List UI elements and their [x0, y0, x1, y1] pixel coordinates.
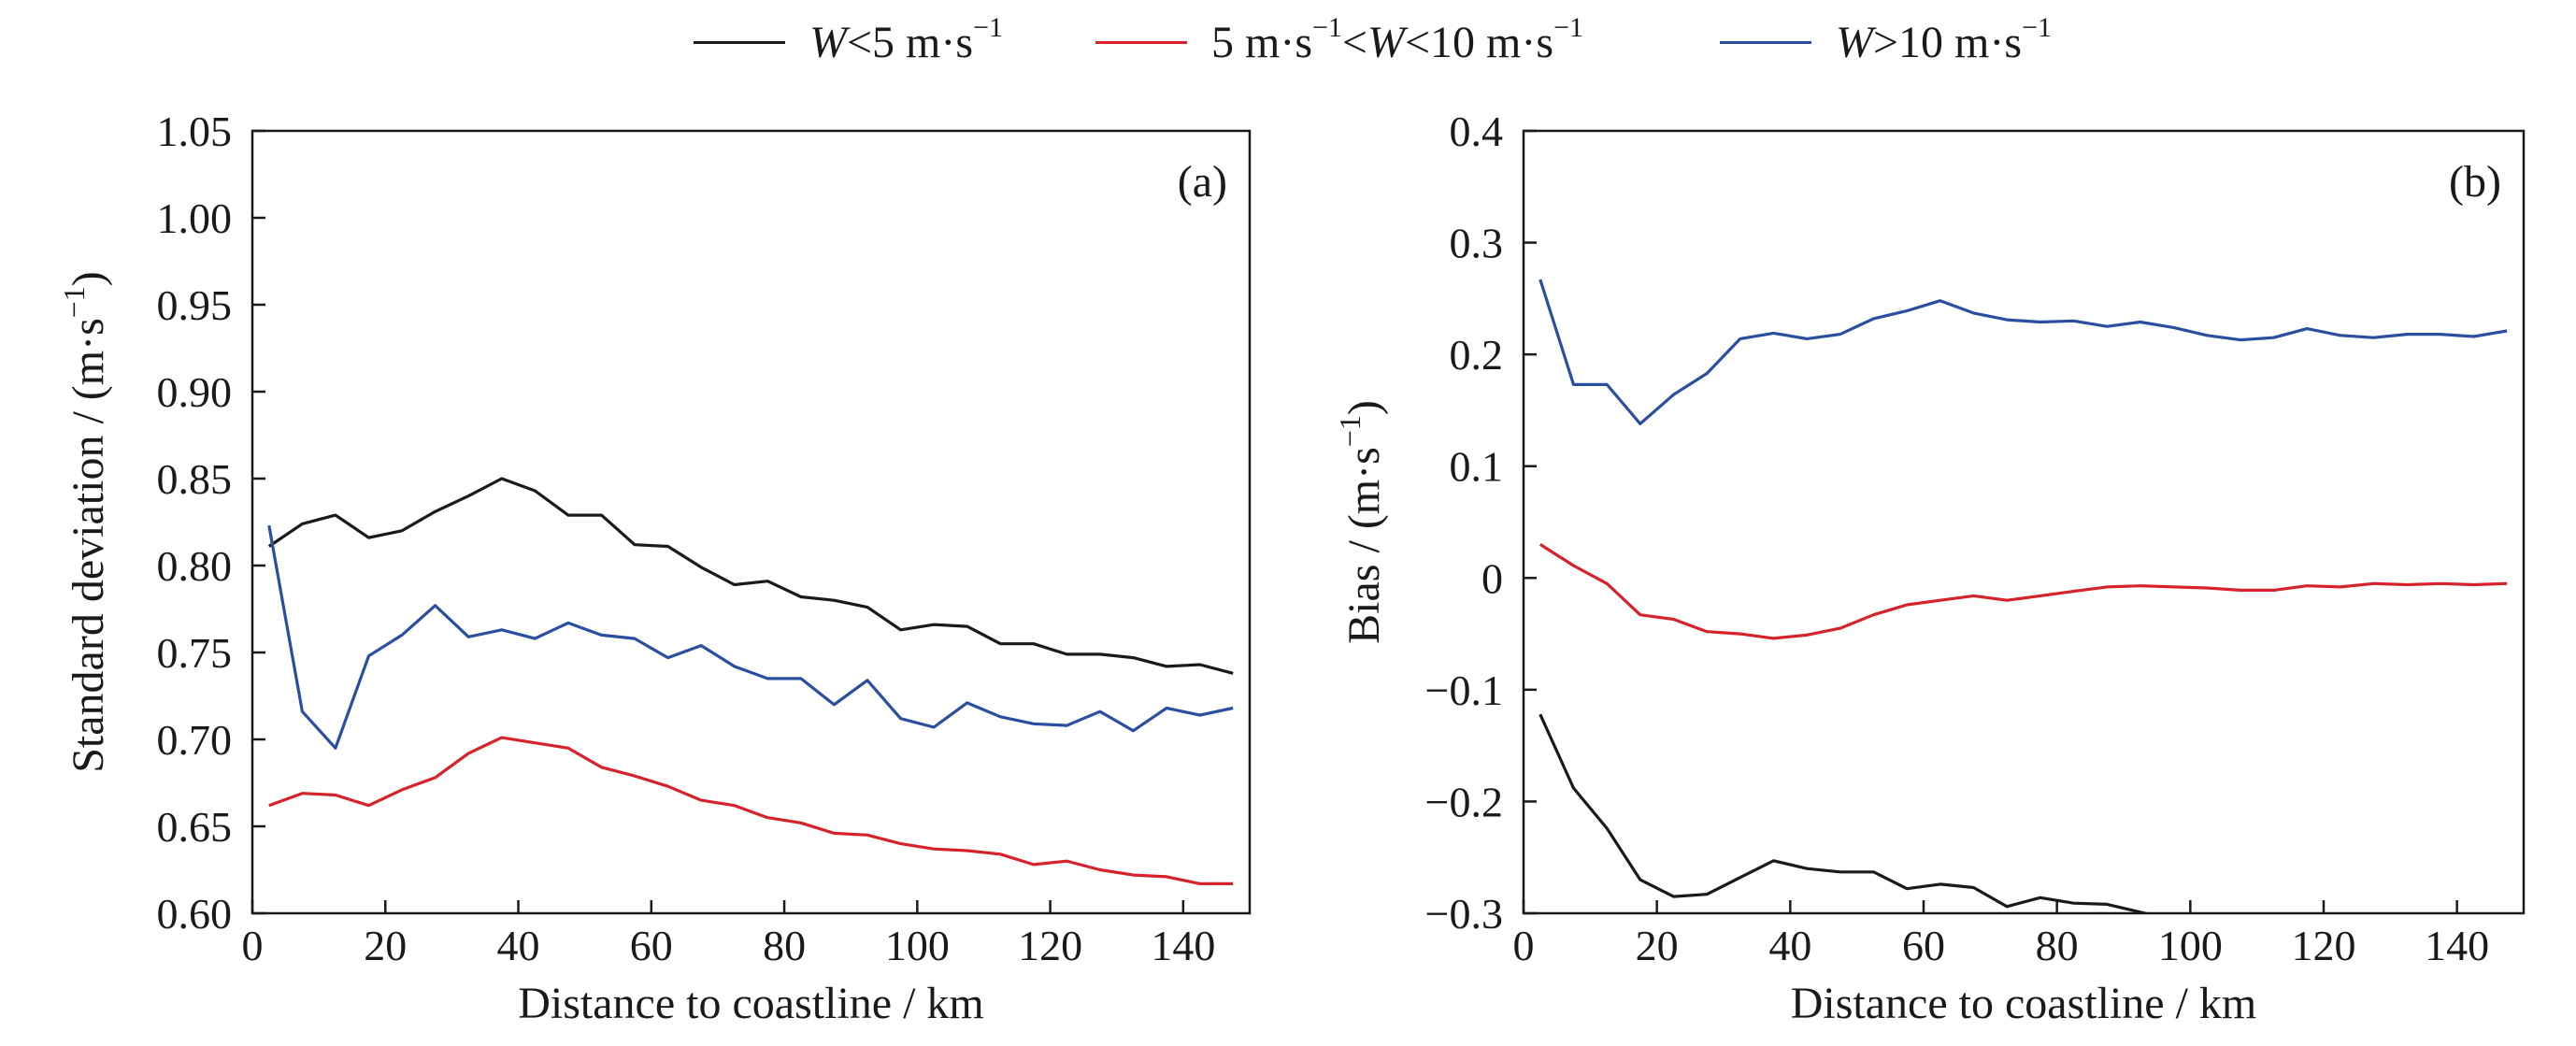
- series-line-1: [268, 736, 1234, 886]
- legend-item-moderate[interactable]: 5 m·s−1<W<10 m·s−1: [1095, 9, 1583, 75]
- legend-swatch: [1720, 40, 1811, 44]
- x-tick-label: 100: [885, 922, 950, 969]
- y-tick-label: 0.2: [1450, 331, 1504, 379]
- y-tick-label: 0: [1481, 554, 1503, 602]
- y-axis-title: Standard deviation / (m·s−1): [57, 271, 113, 773]
- y-tick-label: 0.1: [1450, 443, 1504, 491]
- y-tick-label: 0.80: [157, 542, 233, 590]
- legend-swatch: [694, 40, 785, 44]
- x-tick-label: 140: [1151, 922, 1215, 969]
- legend-swatch: [1095, 40, 1187, 44]
- panel-label: (a): [1178, 157, 1227, 207]
- y-tick-label: 0.85: [157, 455, 233, 503]
- y-tick-label: −0.1: [1425, 666, 1503, 714]
- chart-panel-a: 0 20 40 60 80 100 120 140 0.60 0.65 0.70 0.75 0.80 0.…: [57, 107, 1252, 1028]
- legend-label: 5 m·s−1<W<10 m·s−1: [1211, 11, 1583, 67]
- y-tick-label: 0.4: [1450, 107, 1504, 155]
- x-tick-label: 20: [364, 922, 407, 969]
- legend-item-calm[interactable]: W<5 m·s−1: [694, 9, 1003, 75]
- plot-frame: [250, 129, 1252, 915]
- legend-label: W<5 m·s−1: [809, 11, 1003, 67]
- x-tick-label: 80: [763, 922, 806, 969]
- y-tick-label: −0.2: [1425, 778, 1503, 825]
- y-tick-label: 0.90: [157, 368, 233, 416]
- x-tick-label: 60: [630, 922, 673, 969]
- x-axis-title: Distance to coastline / km: [1791, 979, 2257, 1028]
- y-tick-label: 1.05: [157, 107, 233, 155]
- x-tick-label: 40: [497, 922, 540, 969]
- chart-panel-b: 0 20 40 60 80 100 120 140 −0.3 −0.2 −0.1 0 0.1 0.2 0.3…: [1333, 107, 2526, 1028]
- x-tick-label: 120: [2292, 922, 2356, 969]
- x-tick-label: 20: [1636, 922, 1679, 969]
- y-tick-label: −0.3: [1425, 890, 1503, 938]
- x-tick-label: 40: [1768, 922, 1811, 969]
- panel-label: (b): [2449, 157, 2501, 207]
- series-line-0: [1538, 713, 2152, 913]
- y-tick-label: 0.3: [1450, 220, 1504, 267]
- x-tick-label: 120: [1018, 922, 1082, 969]
- y-tick-label: 0.70: [157, 716, 233, 764]
- x-tick-label: 0: [242, 922, 264, 969]
- series-line-2: [267, 524, 1234, 750]
- x-tick-label: 60: [1902, 922, 1945, 969]
- series-line-2: [1538, 279, 2508, 425]
- y-tick-label: 0.65: [157, 803, 233, 851]
- legend-label: W>10 m·s−1: [1836, 11, 2052, 67]
- legend-item-strong[interactable]: W>10 m·s−1: [1720, 9, 2052, 75]
- plot-frame: [1522, 129, 2526, 915]
- x-tick-label: 140: [2425, 922, 2489, 969]
- y-tick-label: 1.00: [157, 194, 233, 242]
- y-tick-label: 0.75: [157, 629, 233, 677]
- x-axis-title: Distance to coastline / km: [518, 979, 984, 1028]
- legend: W<5 m·s−1 5 m·s−1<W<10 m·s−1 W>10 m·s−1: [0, 0, 2576, 84]
- x-tick-label: 80: [2036, 922, 2079, 969]
- y-tick-label: 0.95: [157, 281, 233, 329]
- y-axis-title: Bias / (m·s−1): [1333, 400, 1389, 644]
- series-line-0: [267, 477, 1234, 675]
- x-tick-label: 100: [2158, 922, 2223, 969]
- series-line-1: [1538, 543, 2508, 640]
- y-tick-label: 0.60: [157, 890, 233, 938]
- x-tick-label: 0: [1513, 922, 1535, 969]
